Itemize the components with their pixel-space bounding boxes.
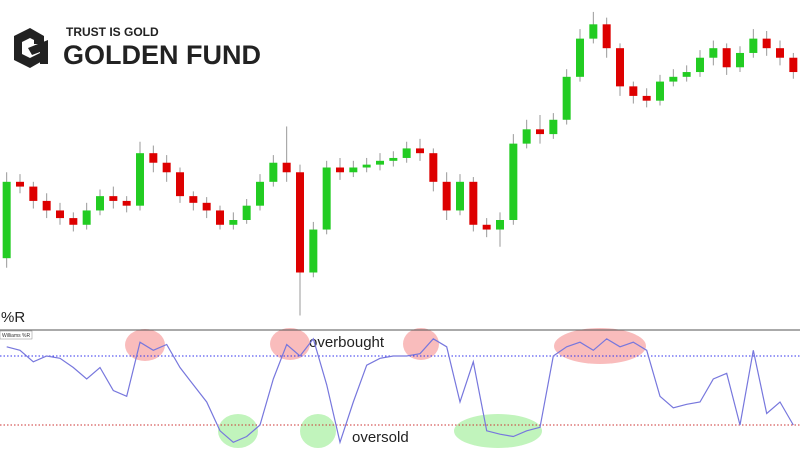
candle-body	[69, 218, 78, 225]
logo-icon	[14, 28, 44, 68]
candle-body	[109, 196, 118, 201]
candle-body	[282, 162, 291, 173]
candle-body	[29, 186, 38, 201]
candle-body	[402, 148, 411, 158]
candle-body	[162, 162, 171, 173]
overbought-zone	[270, 328, 310, 360]
candle-body	[442, 181, 451, 211]
candle-body	[549, 119, 558, 135]
candle-body	[456, 181, 464, 211]
candle-body	[122, 200, 131, 206]
candle-body	[722, 48, 731, 68]
candle-body	[376, 160, 384, 165]
indicator-label: Williams %R	[2, 333, 30, 339]
candle-body	[269, 162, 278, 182]
candle-body	[629, 86, 638, 96]
overbought-zone	[554, 328, 646, 364]
candle-body	[2, 181, 11, 259]
candle-body	[576, 38, 584, 77]
candle-body	[149, 153, 158, 163]
candle-body	[616, 48, 624, 87]
candle-body	[736, 52, 744, 68]
candle-body	[522, 129, 531, 144]
candle-body	[56, 210, 64, 219]
logo-icon	[28, 40, 48, 64]
indicator-title: %R	[1, 309, 25, 326]
candle-body	[749, 38, 758, 53]
candle-body	[589, 24, 598, 39]
candle-body	[429, 153, 438, 182]
candle-body	[682, 72, 691, 77]
candle-body	[496, 220, 504, 230]
candle-body	[362, 164, 371, 168]
tagline: TRUST IS GOLD	[66, 25, 159, 39]
candle-body	[642, 95, 651, 101]
candle-body	[696, 57, 704, 73]
candle-body	[202, 202, 211, 211]
candle-body	[229, 220, 238, 225]
candle-body	[349, 167, 358, 173]
candle-body	[336, 167, 344, 173]
candle-body	[189, 196, 198, 203]
candle-body	[656, 81, 664, 101]
candle-body	[242, 205, 251, 220]
candle-body	[776, 48, 784, 58]
annotation: oversold	[352, 429, 409, 446]
candle-body	[216, 210, 224, 225]
candle-body	[42, 200, 51, 211]
candle-body	[176, 172, 184, 197]
candle-body	[82, 210, 91, 225]
candle-body	[416, 148, 424, 154]
indicator-tag	[0, 330, 33, 340]
oversold-zone	[218, 414, 258, 448]
candle-body	[789, 57, 798, 73]
candle-body	[536, 129, 544, 135]
highlights	[125, 328, 646, 448]
annotation: overbought	[309, 334, 385, 351]
candle-body	[482, 224, 491, 230]
candle-body	[709, 48, 718, 58]
oversold-zone	[300, 414, 336, 448]
candle-body	[309, 229, 318, 273]
candle-body	[669, 76, 678, 82]
brand: GOLDEN FUND	[63, 40, 261, 70]
candle-body	[322, 167, 331, 230]
candle-body	[16, 181, 24, 187]
candle-body	[389, 157, 398, 161]
candle-body	[256, 181, 264, 206]
candle-body	[96, 196, 104, 211]
candle-body	[469, 181, 478, 225]
candle-body	[602, 24, 611, 49]
williams-r-line	[6, 337, 794, 445]
overbought-zone	[403, 328, 439, 360]
candle-body	[762, 38, 771, 49]
candle-body	[136, 153, 144, 206]
candle-body	[509, 143, 518, 220]
candle-body	[296, 172, 304, 273]
candle-body	[562, 76, 571, 120]
logo	[14, 28, 48, 68]
oversold-zone	[454, 414, 542, 448]
